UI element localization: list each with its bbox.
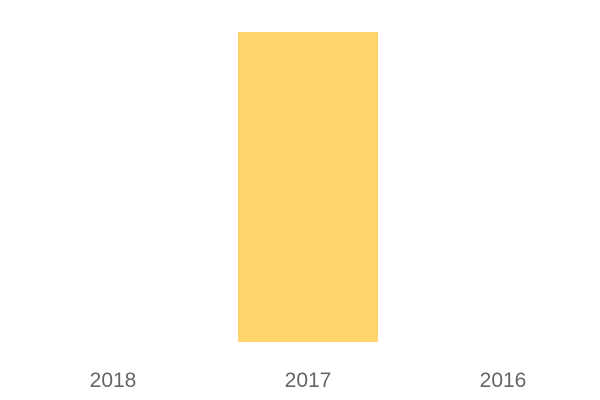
bar-2017 bbox=[238, 32, 378, 342]
x-tick-labels: 2018 2017 2016 bbox=[90, 369, 527, 392]
x-tick-label-2018: 2018 bbox=[90, 369, 137, 392]
bars bbox=[238, 32, 378, 342]
x-tick-label-2017: 2017 bbox=[285, 369, 332, 392]
x-tick-label-2016: 2016 bbox=[480, 369, 527, 392]
